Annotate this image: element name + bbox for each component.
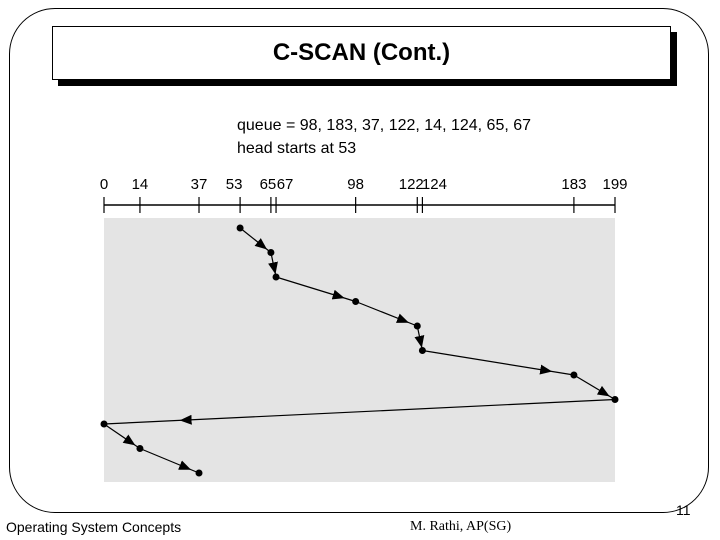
request-point bbox=[611, 396, 619, 403]
tick-label: 53 bbox=[226, 176, 243, 193]
request-point bbox=[413, 322, 421, 330]
queue-text: queue = 98, 183, 37, 122, 14, 124, 65, 6… bbox=[237, 117, 532, 134]
tick-label: 65 bbox=[260, 176, 277, 193]
plot-area bbox=[104, 218, 615, 482]
request-point bbox=[418, 347, 426, 354]
tick-label: 67 bbox=[277, 176, 294, 193]
request-point bbox=[195, 469, 203, 477]
footer-course: Operating System Concepts bbox=[6, 519, 182, 535]
tick-label: 98 bbox=[347, 176, 364, 193]
tick-label: 37 bbox=[191, 176, 208, 193]
tick-label: 122 bbox=[399, 176, 424, 193]
tick-label: 199 bbox=[602, 176, 627, 193]
request-point bbox=[570, 371, 578, 379]
tick-label: 124 bbox=[422, 176, 447, 193]
request-point bbox=[136, 445, 144, 452]
request-point bbox=[272, 273, 280, 281]
footer-author: M. Rathi, AP(SG) bbox=[410, 519, 512, 534]
head-start-text: head starts at 53 bbox=[237, 140, 357, 157]
slide-title: C-SCAN (Cont.) bbox=[52, 26, 671, 80]
tick-label: 0 bbox=[100, 176, 108, 193]
slide-frame bbox=[9, 8, 709, 513]
seek-path bbox=[103, 227, 616, 474]
request-point bbox=[100, 420, 108, 428]
tick-label: 183 bbox=[561, 176, 586, 193]
request-point bbox=[267, 249, 275, 256]
request-point bbox=[352, 298, 360, 305]
request-point bbox=[236, 224, 244, 232]
request-points bbox=[100, 224, 619, 477]
page-number: 11 bbox=[676, 502, 691, 518]
tick-label: 14 bbox=[132, 176, 149, 193]
